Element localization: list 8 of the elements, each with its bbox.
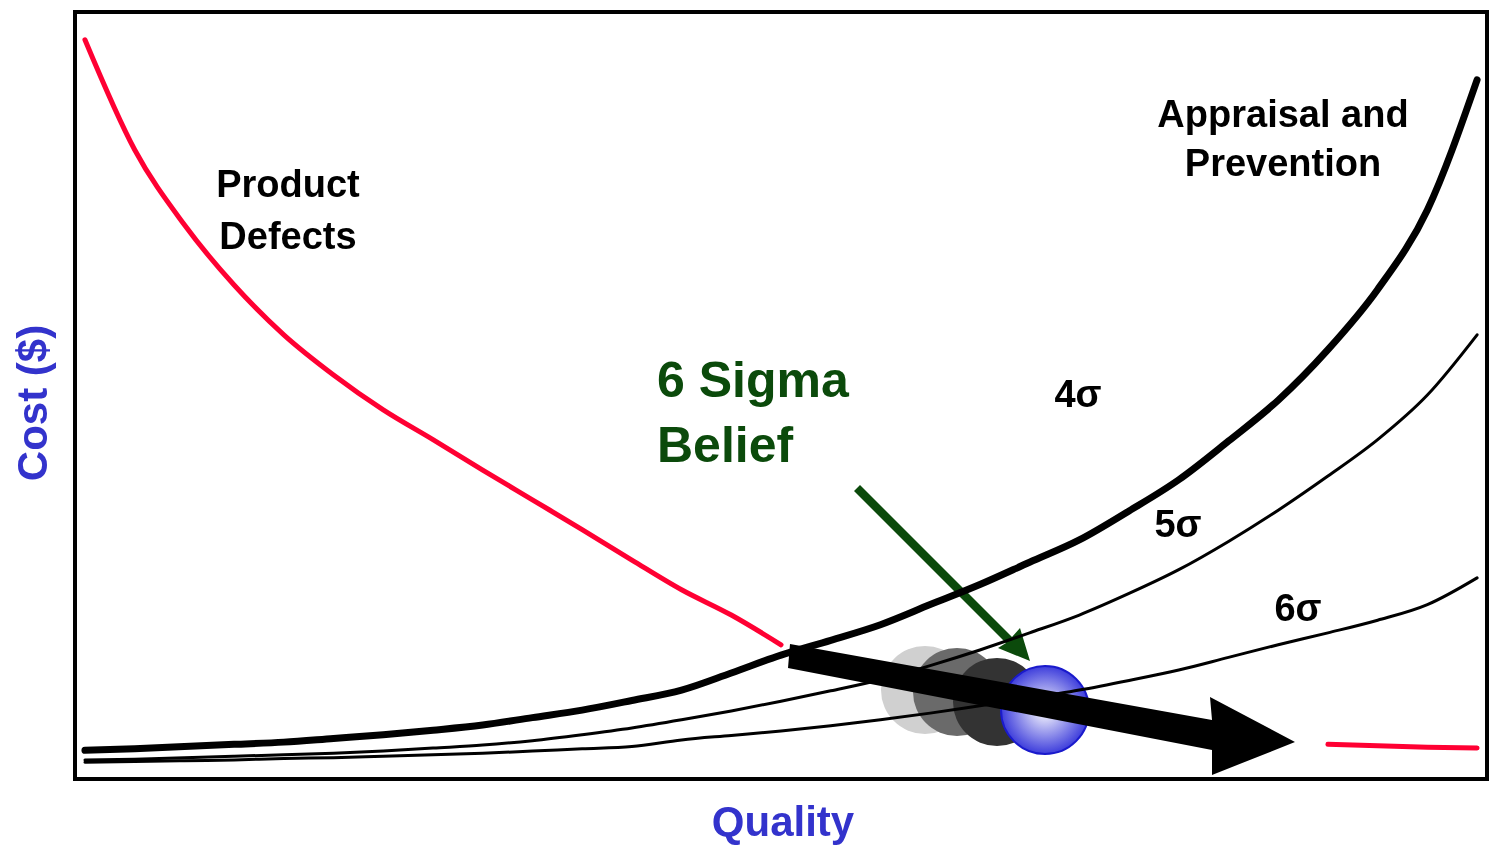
y-axis-title: Cost ($): [9, 324, 57, 482]
series-label: 6σ: [1273, 586, 1323, 631]
x-axis-title: Quality: [710, 798, 856, 846]
annotation: 6 Sigma Belief: [657, 351, 850, 475]
annotation: Appraisal and Prevention: [1156, 92, 1410, 187]
series-label: Product Defects: [215, 162, 361, 259]
text: 4σ: [1053, 372, 1103, 417]
series-label: 5σ: [1153, 502, 1203, 547]
